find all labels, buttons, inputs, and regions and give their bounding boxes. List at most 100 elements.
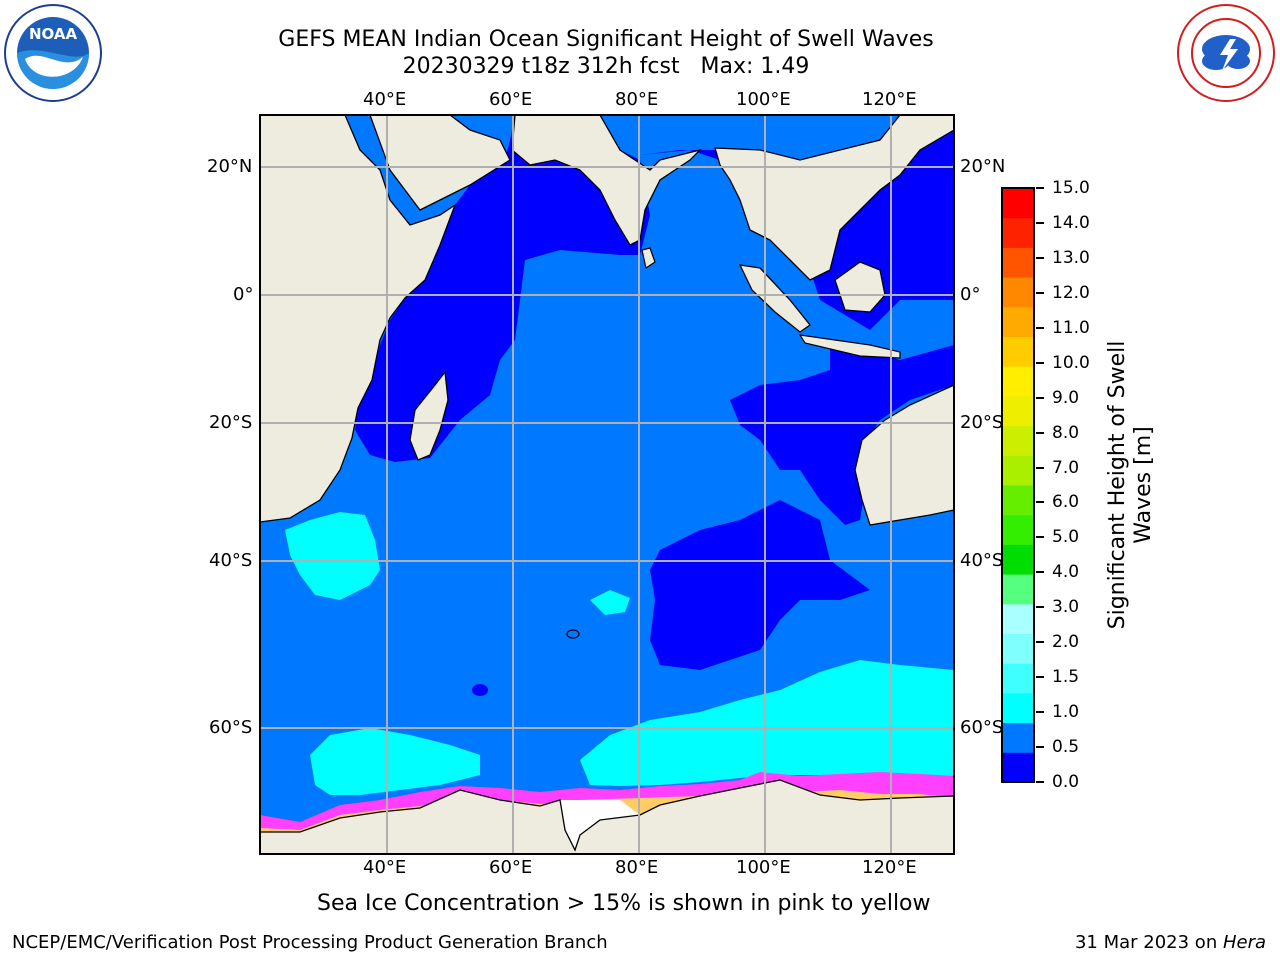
southeast-asia-land [714, 115, 954, 281]
colorbar-tick-mark [1036, 641, 1044, 644]
noaa-logo: NOAA [4, 4, 102, 102]
colorbar-tick-mark [1036, 746, 1044, 749]
colorbar-tick-label: 1.0 [1052, 702, 1080, 723]
southern-swell-band [580, 660, 954, 786]
colorbar-cell [1002, 544, 1034, 575]
colorbar-tick-mark [1036, 536, 1044, 539]
lon-tick-top-120e: 120°E [862, 89, 917, 110]
colorbar-tick-label: 0.0 [1052, 772, 1080, 792]
colorbar-tick-label: 10.0 [1052, 352, 1090, 373]
colorbar-tick-mark [1036, 396, 1044, 399]
lat-tick-left-20n: 20°N [207, 156, 253, 177]
colorbar-cell [1002, 722, 1034, 753]
sri-lanka-land [641, 247, 656, 269]
lat-tick-left-0: 0° [233, 284, 254, 305]
colorbar-tick-label: 7.0 [1052, 457, 1080, 478]
colorbar-cell [1002, 306, 1034, 337]
map-gridlines [260, 115, 954, 854]
lat-tick-right-40s: 40°S [960, 550, 1004, 571]
colorbar-cell [1002, 217, 1034, 248]
colorbar-cell [1002, 633, 1034, 664]
colorbar-cell [1002, 455, 1034, 486]
sea-ice-white [560, 800, 640, 850]
colorbar-cell [1002, 366, 1034, 397]
lat-tick-left-60s: 60°S [209, 717, 253, 738]
africa-land [260, 115, 457, 523]
lon-tick-top-100e: 100°E [736, 89, 791, 110]
colorbar-cell [1002, 514, 1034, 545]
lat-tick-right-20s: 20°S [960, 412, 1004, 433]
colorbar-tick-mark [1036, 221, 1044, 224]
central-swell-patch [590, 590, 630, 615]
colorbar-tick-label: 9.0 [1052, 387, 1080, 408]
map-title-line1: GEFS MEAN Indian Ocean Significant Heigh… [278, 27, 934, 52]
lon-tick-bottom-40e: 40°E [363, 857, 407, 878]
colorbar-tick-label: 1.5 [1052, 667, 1080, 688]
southwest-swell-patch [285, 512, 380, 600]
colorbar-cell [1002, 692, 1034, 724]
footer-date-text: 31 Mar 2023 on [1074, 932, 1223, 953]
colorbar-tick-mark [1036, 571, 1044, 574]
lat-tick-left-20s: 20°S [209, 412, 253, 433]
lat-tick-right-20n: 20°N [960, 156, 1006, 177]
footer-host: Hera [1222, 932, 1266, 953]
lat-tick-right-0: 0° [960, 284, 981, 305]
australia-land [854, 384, 954, 526]
kerguelen-island [566, 629, 580, 639]
madagascar-land [409, 370, 449, 461]
india-land [511, 115, 703, 246]
colorbar-tick-mark [1036, 326, 1044, 329]
colorbar-tick-mark [1036, 676, 1044, 679]
colorbar-cell [1002, 663, 1034, 694]
colorbar-cell [1002, 574, 1034, 605]
colorbar-cell [1002, 752, 1034, 783]
lon-tick-top-80e: 80°E [615, 89, 659, 110]
arabian-sea-low-swell [350, 115, 650, 462]
colorbar-tick-mark [1036, 501, 1044, 504]
colorbar-tick-mark [1036, 466, 1044, 469]
antarctica-land [260, 779, 954, 854]
sea-ice-caption: Sea Ice Concentration > 15% is shown in … [317, 891, 931, 916]
colorbar-cell [1002, 188, 1034, 219]
colorbar-tick-label: 3.0 [1052, 597, 1080, 618]
colorbar-tick-mark [1036, 711, 1044, 714]
arabia-land [369, 115, 511, 211]
lon-tick-top-40e: 40°E [363, 89, 407, 110]
lon-tick-bottom-120e: 120°E [862, 857, 917, 878]
lon-tick-bottom-80e: 80°E [615, 857, 659, 878]
map-frame [259, 114, 955, 855]
colorbar-cell [1002, 336, 1034, 367]
west-australia-low-swell [730, 340, 954, 525]
colorbar-label: Significant Height of Swell Waves [m] [1105, 340, 1156, 630]
colorbar-tick-label: 8.0 [1052, 422, 1080, 443]
lon-tick-bottom-60e: 60°E [489, 857, 533, 878]
colorbar-tick-label: 2.0 [1052, 632, 1080, 653]
colorbar-cell [1002, 277, 1034, 308]
java-land [798, 334, 901, 359]
southwest-swell-band [310, 728, 480, 795]
map-title-line2: 20230329 t18z 312h fcst Max: 1.49 [402, 54, 810, 79]
colorbar-cell [1002, 425, 1034, 456]
small-low-swell-patch [472, 684, 488, 696]
footer-branch: NCEP/EMC/Verification Post Processing Pr… [12, 932, 608, 953]
south-central-low-swell [650, 500, 870, 670]
colorbar-tick-mark [1036, 781, 1044, 783]
noaa-logo-text: NOAA [29, 25, 78, 43]
footer-date: 31 Mar 2023 on Hera [1075, 932, 1266, 954]
colorbar-tick-label: 12.0 [1052, 282, 1090, 303]
colorbar-tick-mark [1036, 431, 1044, 434]
colorbar-tick-label: 15.0 [1052, 178, 1090, 198]
colorbar-cell [1002, 485, 1034, 516]
lon-tick-bottom-100e: 100°E [736, 857, 791, 878]
colorbar-tick-mark [1036, 361, 1044, 364]
colorbar-tick-label: 6.0 [1052, 492, 1080, 513]
colorbar-tick-label: 5.0 [1052, 527, 1080, 548]
colorbar-tick-label: 4.0 [1052, 562, 1080, 583]
colorbar [1001, 187, 1035, 783]
colorbar-tick-label: 13.0 [1052, 247, 1090, 268]
colorbar-tick-mark [1036, 606, 1044, 609]
colorbar-tick-mark [1036, 187, 1044, 189]
colorbar-tick-label: 11.0 [1052, 317, 1090, 338]
colorbar-cell [1002, 395, 1034, 427]
